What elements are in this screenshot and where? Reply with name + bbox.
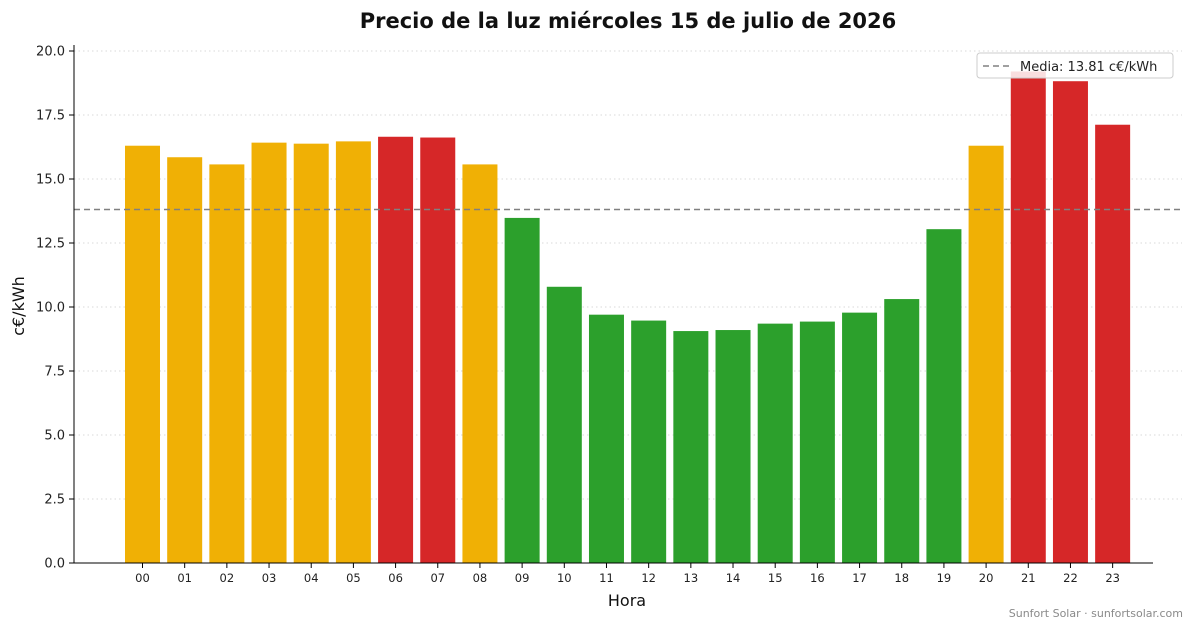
x-tick-label: 12 <box>641 571 656 585</box>
y-axis-label: c€/kWh <box>9 276 28 336</box>
bar-hour-13 <box>673 331 709 563</box>
y-tick-label: 0.0 <box>44 557 65 572</box>
x-tick-label: 15 <box>768 571 783 585</box>
bar-hour-23 <box>1095 124 1131 563</box>
bar-hour-16 <box>799 321 835 563</box>
bar-hour-02 <box>209 164 245 563</box>
x-tick-label: 11 <box>599 571 614 585</box>
x-tick-label: 14 <box>726 571 741 585</box>
x-tick-label: 17 <box>852 571 867 585</box>
x-tick-label: 21 <box>1021 571 1036 585</box>
bar-hour-15 <box>757 323 793 563</box>
legend-box <box>976 52 1174 79</box>
x-tick-label: 22 <box>1063 571 1078 585</box>
x-tick-label: 03 <box>262 571 277 585</box>
bar-hour-06 <box>378 136 414 563</box>
bar-hour-17 <box>842 312 878 563</box>
legend: Media: 13.81 c€/kWh <box>976 52 1174 79</box>
bar-hour-07 <box>420 137 456 563</box>
x-tick-label: 04 <box>304 571 319 585</box>
y-tick-label: 17.5 <box>36 109 65 124</box>
bar-hour-00 <box>125 145 160 563</box>
x-tick-label: 10 <box>557 571 572 585</box>
bar-hour-09 <box>504 217 540 564</box>
y-tick-label: 7.5 <box>44 365 65 380</box>
bar-hour-10 <box>546 286 582 563</box>
x-axis-label: Hora <box>608 591 646 610</box>
x-tick-label: 16 <box>810 571 825 585</box>
bar-hour-04 <box>293 143 329 563</box>
y-tick-label: 2.5 <box>44 493 65 508</box>
x-tick-label: 08 <box>473 571 488 585</box>
legend-label: Media: 13.81 c€/kWh <box>1020 60 1157 75</box>
x-tick-label: 20 <box>979 571 994 585</box>
bar-hour-12 <box>631 320 667 563</box>
bar-hour-22 <box>1052 81 1088 563</box>
y-tick-label: 5.0 <box>44 429 65 444</box>
x-tick-label: 02 <box>220 571 235 585</box>
x-tick-label: 00 <box>135 571 150 585</box>
bar-hour-18 <box>884 299 920 563</box>
bar-hour-08 <box>462 164 498 563</box>
x-tick-label: 05 <box>346 571 361 585</box>
bar-hour-21 <box>1010 71 1046 563</box>
x-tick-label: 23 <box>1105 571 1120 585</box>
chart-title: Precio de la luz miércoles 15 de julio d… <box>360 9 897 33</box>
bars-group <box>125 71 1131 564</box>
bar-hour-20 <box>968 145 1004 563</box>
x-tick-label: 09 <box>515 571 530 585</box>
x-ticks: 00 01 02 03 04 05 06 07 08 09 10 11 12 13 14 15 16 17 18 19… <box>135 563 1120 585</box>
x-tick-label: 13 <box>684 571 699 585</box>
x-tick-label: 06 <box>388 571 403 585</box>
y-tick-label: 20.0 <box>36 45 65 60</box>
credit-text: Sunfort Solar · sunfortsolar.com <box>1009 607 1183 620</box>
bar-hour-19 <box>926 229 962 563</box>
y-tick-label: 12.5 <box>36 237 65 252</box>
bar-hour-03 <box>251 142 287 563</box>
bar-hour-05 <box>335 141 371 564</box>
bar-hour-01 <box>167 157 203 564</box>
x-tick-label: 07 <box>430 571 445 585</box>
x-tick-label: 19 <box>937 571 952 585</box>
y-tick-label: 10.0 <box>36 301 65 316</box>
x-tick-label: 01 <box>177 571 192 585</box>
y-ticks: 0.0 2.5 5.0 7.5 10.0 12.5 15.0 17.5 20.0 <box>36 45 74 572</box>
y-tick-label: 15.0 <box>36 173 65 188</box>
bar-hour-14 <box>715 330 751 563</box>
bar-hour-11 <box>588 314 624 563</box>
x-tick-label: 18 <box>894 571 909 585</box>
